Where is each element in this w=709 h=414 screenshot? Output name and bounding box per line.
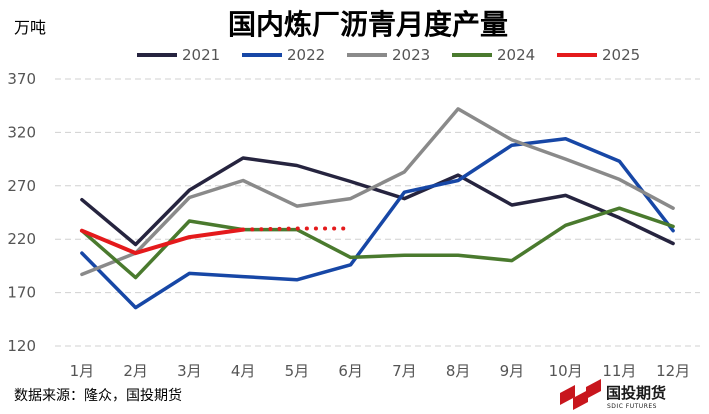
x-tick-label: 12月 [656,362,690,380]
series-lines [79,107,675,310]
x-tick-label: 4月 [231,362,256,380]
y-tick-label: 270 [7,177,36,195]
y-tick-label: 120 [7,337,36,355]
x-tick-label: 11月 [602,362,636,380]
legend-label-2022: 2022 [287,46,325,64]
x-tick-label: 10月 [549,362,583,380]
series-line-2021 [80,156,675,247]
x-tick-label: 9月 [500,362,525,380]
legend-label-2023: 2023 [392,46,430,64]
series-forecast-2025 [241,226,353,232]
x-tick-label: 8月 [446,362,471,380]
y-unit-label: 万吨 [14,18,46,37]
logo-mark [560,379,601,410]
logo-name-cn: 国投期货 [606,384,666,402]
series-line-2023 [80,107,675,277]
legend-label-2025: 2025 [602,46,640,64]
series-line-2025 [79,227,246,256]
legend-label-2024: 2024 [497,46,535,64]
series-line-2022 [80,137,675,310]
legend: 2021 2022 2023 2024 2025 [137,46,640,64]
data-source: 数据来源：隆众，国投期货 [14,387,182,404]
y-tick-label: 370 [7,70,36,88]
logo: 国投期货 SDIC FUTURES [560,379,666,410]
logo-name-en: SDIC FUTURES [607,403,657,410]
y-tick-label: 170 [7,284,36,302]
x-tick-label: 7月 [392,362,417,380]
chart-title: 国内炼厂沥青月度产量 [228,8,508,41]
x-axis-ticks: 1月 2月 3月 4月 5月 6月 7月 8月 9月 10月 11月 12月 [70,362,691,380]
x-tick-label: 3月 [177,362,202,380]
y-tick-label: 320 [7,123,36,141]
y-axis-ticks: 120 170 220 270 320 370 [7,70,36,355]
x-tick-label: 5月 [285,362,310,380]
x-tick-label: 1月 [70,362,95,380]
series-line-2024 [80,206,675,280]
x-tick-label: 2月 [123,362,148,380]
y-tick-label: 220 [7,230,36,248]
legend-label-2021: 2021 [182,46,220,64]
x-tick-label: 6月 [338,362,363,380]
